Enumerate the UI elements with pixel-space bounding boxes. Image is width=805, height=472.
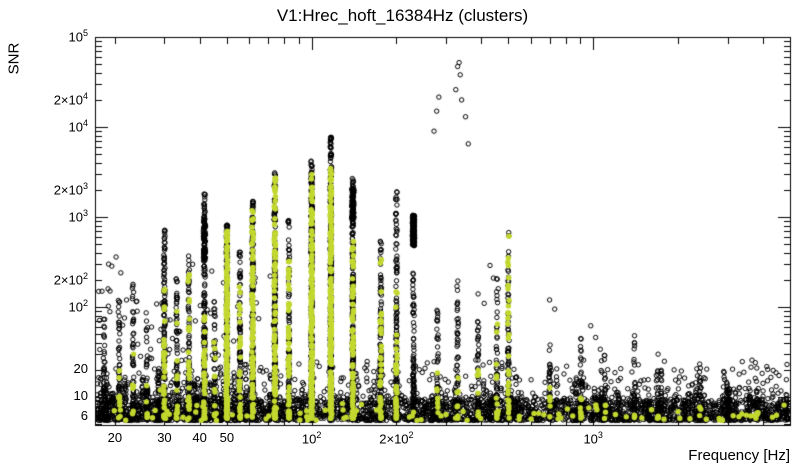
chart-title: V1:Hrec_hoft_16384Hz (clusters) <box>276 6 529 25</box>
y-tick-label: 10 <box>73 388 88 404</box>
y-tick-label: 6 <box>80 408 88 424</box>
x-tick-label: 2×102 <box>379 430 414 447</box>
y-axis-title: SNR <box>5 42 23 75</box>
y-tick-label: 104 <box>68 118 88 135</box>
y-tick-label: 2×102 <box>53 270 88 288</box>
y-tick-label: 2×104 <box>53 90 88 108</box>
x-axis-title: Frequency [Hz] <box>688 447 790 464</box>
x-tick-label: 30 <box>157 430 172 445</box>
x-tick-label: 20 <box>107 430 123 445</box>
y-tick-label: 102 <box>68 298 88 315</box>
y-tick-label: 103 <box>68 208 88 225</box>
x-tick-label: 103 <box>583 430 603 447</box>
y-tick-label: 20 <box>73 361 88 376</box>
x-tick-label: 102 <box>301 430 322 447</box>
x-tick-label: 40 <box>192 430 207 445</box>
y-tick-label: 105 <box>68 28 88 45</box>
x-tick-label: 50 <box>219 430 235 445</box>
y-tick-label: 2×103 <box>53 180 88 198</box>
